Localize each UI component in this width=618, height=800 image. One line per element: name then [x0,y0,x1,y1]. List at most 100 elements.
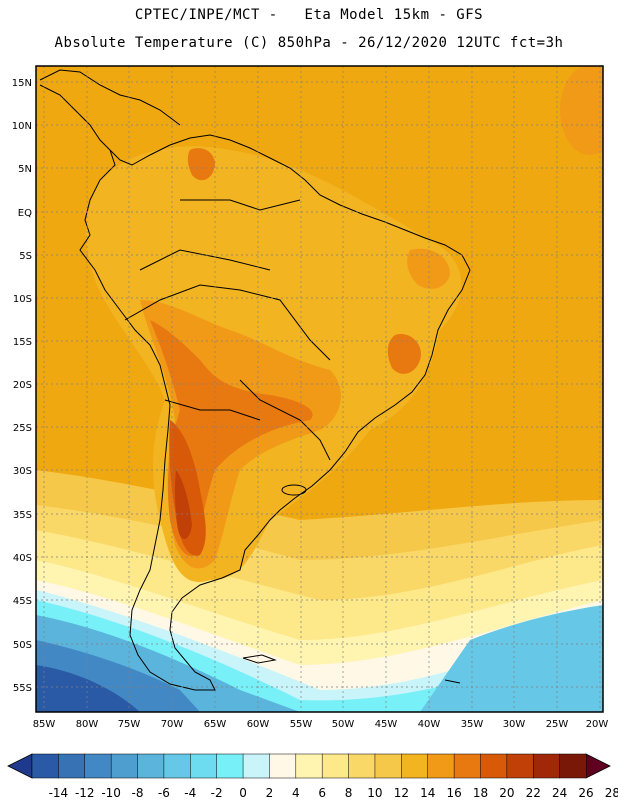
lat-label: 45S [13,596,32,607]
lat-label: 30S [13,466,32,477]
longitude-axis: 85W 80W 75W 70W 65W 60W 55W 50W 45W 40W … [33,719,609,730]
lon-label: 85W [33,719,56,730]
colorbar-tick-label: -8 [132,786,144,800]
colorbar-cells [31,753,587,779]
colorbar-cell [137,753,165,779]
colorbar-cell [295,753,323,779]
colorbar-cell [269,753,297,779]
lon-label: 30W [503,719,526,730]
colorbar-tick-label: 2 [266,786,274,800]
colorbar-tick-label: 6 [318,786,326,800]
lat-label: 10N [12,121,32,132]
band-minus12c [36,665,140,712]
colorbar-cell [163,753,191,779]
lat-label: 35S [13,510,32,521]
warm-patch-northeast-brazil [407,248,450,289]
colorbar-tick-label: -12 [75,786,95,800]
lon-label: 25W [546,719,569,730]
land-26c [174,470,192,540]
lat-label: 5S [19,251,32,262]
colorbar-tick-label: 12 [394,786,409,800]
lon-label: 60W [247,719,270,730]
lon-label: 45W [375,719,398,730]
colorbar-tick-label: 28 [605,786,618,800]
border-chile-argentina-north [164,399,261,421]
lat-label: 25S [13,423,32,434]
colorbar-cell [427,753,455,779]
lon-label: 35W [461,719,484,730]
map-title-line2: Absolute Temperature (C) 850hPa - 26/12/… [54,35,564,51]
warm-patch-atlantic [560,66,603,155]
border-peru-brazil [139,249,271,271]
colorbar-cell [532,753,561,779]
colorbar-cell [348,753,376,779]
lat-label: 55S [13,683,32,694]
warm-patch-venezuela [187,148,215,181]
colorbar-tick-label: -2 [211,786,223,800]
colorbar-tick-label: -6 [158,786,170,800]
lat-label: 10S [13,294,32,305]
colorbar-tick-label: 22 [526,786,541,800]
lat-label: 15S [13,337,32,348]
colorbar-tick-label: 24 [552,786,567,800]
lat-label: EQ [18,208,32,219]
south-georgia [444,679,461,684]
colorbar-tick-label: 14 [420,786,435,800]
lon-label: 50W [332,719,355,730]
warm-patch-minas [387,334,421,374]
colorbar-cell [58,753,86,779]
lat-label: 20S [13,380,32,391]
colorbar-tick-label: 16 [446,786,461,800]
lat-label: 40S [13,553,32,564]
lon-label: 80W [76,719,99,730]
colorbar-labels: -14 -12 -10 -8 -6 -4 -2 0 2 4 6 8 10 12 14 16 18 20 22 24 26… [49,786,618,800]
colorbar-cell [374,753,402,779]
colorbar-tick-label: 0 [239,786,247,800]
border-bolivia-north [124,284,331,361]
colorbar-cell [190,753,218,779]
coastlines [39,69,471,691]
map-frame [35,65,604,713]
colorbar-tick-label: 10 [367,786,382,800]
lon-label: 65W [204,719,227,730]
lat-label: 5N [18,164,32,175]
lon-label: 75W [118,719,141,730]
colorbar-max-arrow [585,753,611,779]
colorbar-cell [31,753,59,779]
colorbar-tick-label: -4 [184,786,196,800]
lat-label: 15N [12,78,32,89]
colorbar-cell [242,753,270,779]
colorbar-cell [453,753,482,779]
lon-label: 55W [290,719,313,730]
south-america-coastline [39,84,471,691]
lon-label: 20W [586,719,609,730]
lon-label: 40W [418,719,441,730]
colorbar: -14 -12 -10 -8 -6 -4 -2 0 2 4 6 8 10 12 14 16 18 20 22 24 26… [7,753,618,800]
colorbar-cell [84,753,112,779]
colorbar-tick-label: 20 [499,786,514,800]
lat-label: 50S [13,640,32,651]
colorbar-cell [559,753,587,779]
colorbar-cell [401,753,429,779]
colorbar-tick-label: 4 [292,786,300,800]
colorbar-tick-label: -14 [49,786,69,800]
colorbar-tick-label: 18 [473,786,488,800]
border-colombia-venezuela [180,199,301,211]
colorbar-cell [506,753,534,779]
central-america-coastline [39,69,181,126]
lon-label: 70W [161,719,184,730]
colorbar-tick-label: 8 [345,786,353,800]
colorbar-cell [216,753,244,779]
colorbar-cell [480,753,508,779]
map-title-line1: CPTEC/INPE/MCT - Eta Model 15km - GFS [134,7,484,23]
falkland-islands [242,654,277,664]
colorbar-tick-label: -10 [101,786,121,800]
colorbar-tick-label: 26 [578,786,593,800]
border-paraguay [239,379,331,461]
rio-de-la-plata [281,484,307,496]
latitude-axis: 15N 10N 5N EQ 5S 10S 15S 20S 25S 30S 35S… [12,78,32,694]
colorbar-cell [110,753,139,779]
colorbar-min-arrow [7,753,33,779]
colorbar-cell [321,753,350,779]
